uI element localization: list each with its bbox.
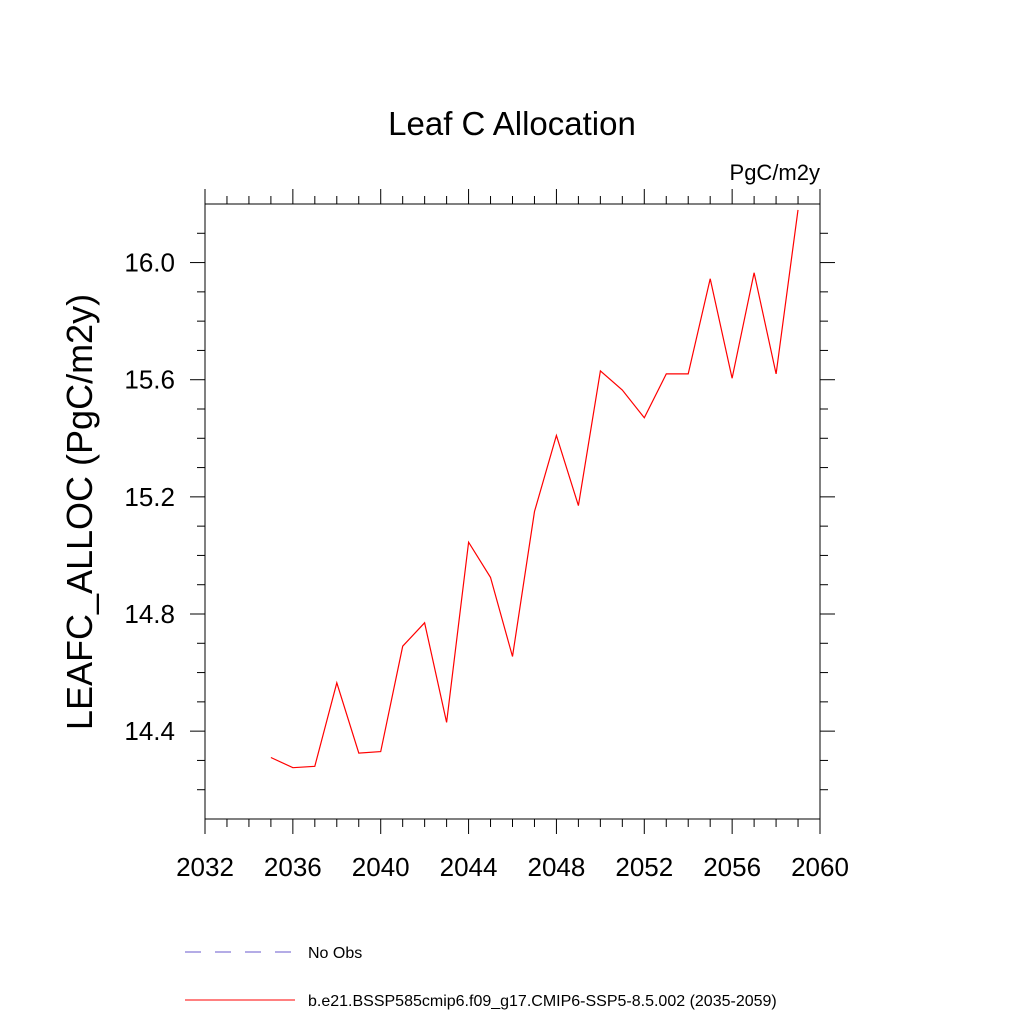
y-tick-label: 14.4 xyxy=(124,716,175,746)
x-tick-label: 2040 xyxy=(352,852,410,882)
y-tick-label: 14.8 xyxy=(124,599,175,629)
y-tick-label: 15.2 xyxy=(124,482,175,512)
x-axis-tick-labels: 2032 2036 2040 2044 2048 2052 2056 2060 xyxy=(176,852,849,882)
x-tick-label: 2032 xyxy=(176,852,234,882)
x-tick-label: 2056 xyxy=(703,852,761,882)
x-tick-label: 2060 xyxy=(791,852,849,882)
legend: No Obs b.e21.BSSP585cmip6.f09_g17.CMIP6-S… xyxy=(185,945,777,1010)
x-tick-label: 2048 xyxy=(528,852,586,882)
units-label: PgC/m2y xyxy=(730,160,820,185)
y-tick-label: 16.0 xyxy=(124,248,175,278)
x-tick-label: 2036 xyxy=(264,852,322,882)
y-axis-ticks xyxy=(190,232,835,791)
y-axis-label: LEAFC_ALLOC (PgC/m2y) xyxy=(59,294,100,730)
legend-label: b.e21.BSSP585cmip6.f09_g17.CMIP6-SSP5-8.… xyxy=(308,993,777,1010)
x-tick-label: 2052 xyxy=(615,852,673,882)
series-group xyxy=(270,209,799,769)
legend-label: No Obs xyxy=(308,945,362,962)
chart-title: Leaf C Allocation xyxy=(388,105,636,142)
y-tick-label: 15.6 xyxy=(124,365,175,395)
y-axis-tick-labels: 14.4 14.8 15.2 15.6 16.0 xyxy=(124,248,175,747)
series-line xyxy=(270,209,799,769)
x-tick-label: 2044 xyxy=(440,852,498,882)
x-axis-ticks xyxy=(204,189,821,834)
plot-frame xyxy=(204,203,821,820)
